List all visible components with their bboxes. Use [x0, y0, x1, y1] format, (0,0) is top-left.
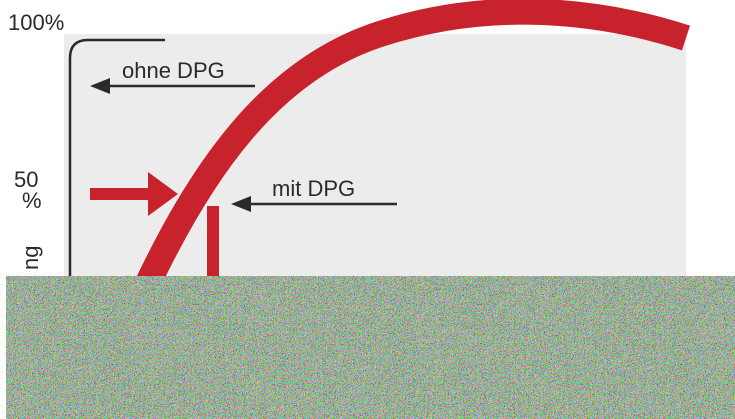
arrow-without-dpg-head [90, 78, 110, 94]
y-axis-partial-label: ng [18, 246, 43, 270]
arrow-with-dpg-head [231, 196, 251, 212]
y-axis-mid-label-number: 50 [14, 167, 38, 192]
annotation-with-dpg: mit DPG [272, 176, 355, 201]
saturation-curve [128, 0, 691, 306]
red-arrow-head [148, 172, 178, 216]
red-arrow-shaft [90, 188, 152, 200]
y-axis-line [68, 38, 165, 290]
annotation-without-dpg: ohne DPG [122, 58, 225, 83]
y-axis-mid-label-percent: % [22, 188, 42, 213]
y-axis-top-label: 100% [8, 10, 64, 35]
red-vertical-marker [207, 206, 219, 290]
noise-band [6, 276, 735, 419]
